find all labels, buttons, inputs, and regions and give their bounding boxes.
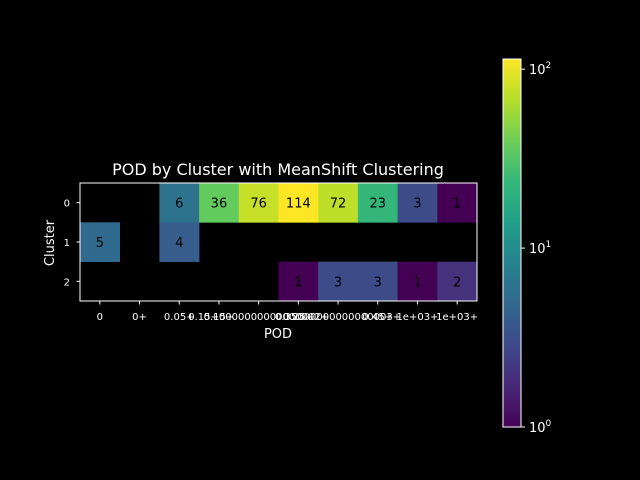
cell-value-label: 1 (413, 275, 421, 290)
x-tick-label: 0.15+ (204, 312, 235, 323)
cell-value-label: 3 (374, 275, 382, 290)
colorbar-ticks: 100 101 102 (521, 61, 552, 436)
chart-title: POD by Cluster with MeanShift Clustering (112, 160, 444, 179)
heatmap-cell (159, 183, 200, 223)
cell-value-label: 76 (250, 197, 267, 212)
x-tick-label: 0.25+ (283, 312, 314, 323)
heatmap-cell (318, 261, 359, 302)
cell-value-label: 72 (330, 197, 347, 212)
cell-value-label: 36 (211, 197, 228, 212)
y-axis-label: Cluster (43, 219, 58, 266)
colorbar-tick-label: 102 (529, 61, 551, 78)
x-tick-label: 0.45+ (362, 312, 393, 323)
heatmap-cell (278, 261, 319, 302)
cell-value-label: 3 (413, 197, 421, 212)
x-tick-label: 0.05+ (164, 312, 195, 323)
heatmap-cell (437, 261, 478, 302)
y-tick-label: 0 (64, 199, 70, 210)
colorbar-tick-label: 100 (529, 419, 552, 436)
x-axis-label: POD (264, 327, 292, 342)
heatmap-cells: 6 36 76 114 72 23 3 1 5 4 1 3 3 1 2 (80, 183, 478, 302)
x-axis-ticks: 0 0+ 0.05+ 0.15+0.15+0000000000000002+0.25+… (97, 301, 478, 323)
heatmap-cell (357, 183, 398, 223)
heatmap-cell (238, 183, 279, 223)
cell-value-label: 1 (294, 275, 302, 290)
heatmap-cell (318, 183, 359, 223)
cell-value-label: 6 (175, 197, 183, 212)
heatmap-cell (278, 183, 319, 223)
y-tick-label: 1 (64, 238, 70, 249)
cell-value-label: 5 (96, 236, 104, 251)
x-tick-label: 0 (97, 312, 103, 323)
heatmap-cell (80, 222, 120, 262)
heatmap-cell (357, 261, 398, 302)
y-tick-label: 2 (64, 277, 70, 288)
cell-value-label: 23 (369, 197, 386, 212)
y-axis-ticks: 0 1 2 (64, 199, 80, 288)
heatmap-cell (397, 183, 438, 223)
heatmap-cell (437, 183, 478, 223)
x-tick-label: 1e+03+ (396, 312, 438, 323)
colorbar-tick-label: 101 (529, 240, 551, 257)
x-tick-label: 1e+03+ (436, 312, 478, 323)
heatmap-cell (159, 222, 200, 262)
x-tick-label: 0+ (132, 312, 147, 323)
cell-value-label: 3 (334, 275, 342, 290)
colorbar (502, 58, 522, 428)
cell-value-label: 1 (453, 197, 461, 212)
heatmap-cell (199, 183, 240, 223)
x-tick-label: 0.15+0000000000000002+ (188, 312, 329, 323)
cell-value-label: 4 (175, 236, 183, 251)
cell-value-label: 114 (286, 197, 311, 212)
heatmap-cell (397, 261, 438, 302)
cell-value-label: 2 (453, 275, 461, 290)
x-tick-label: 0.35000000000000003+ (275, 312, 401, 323)
